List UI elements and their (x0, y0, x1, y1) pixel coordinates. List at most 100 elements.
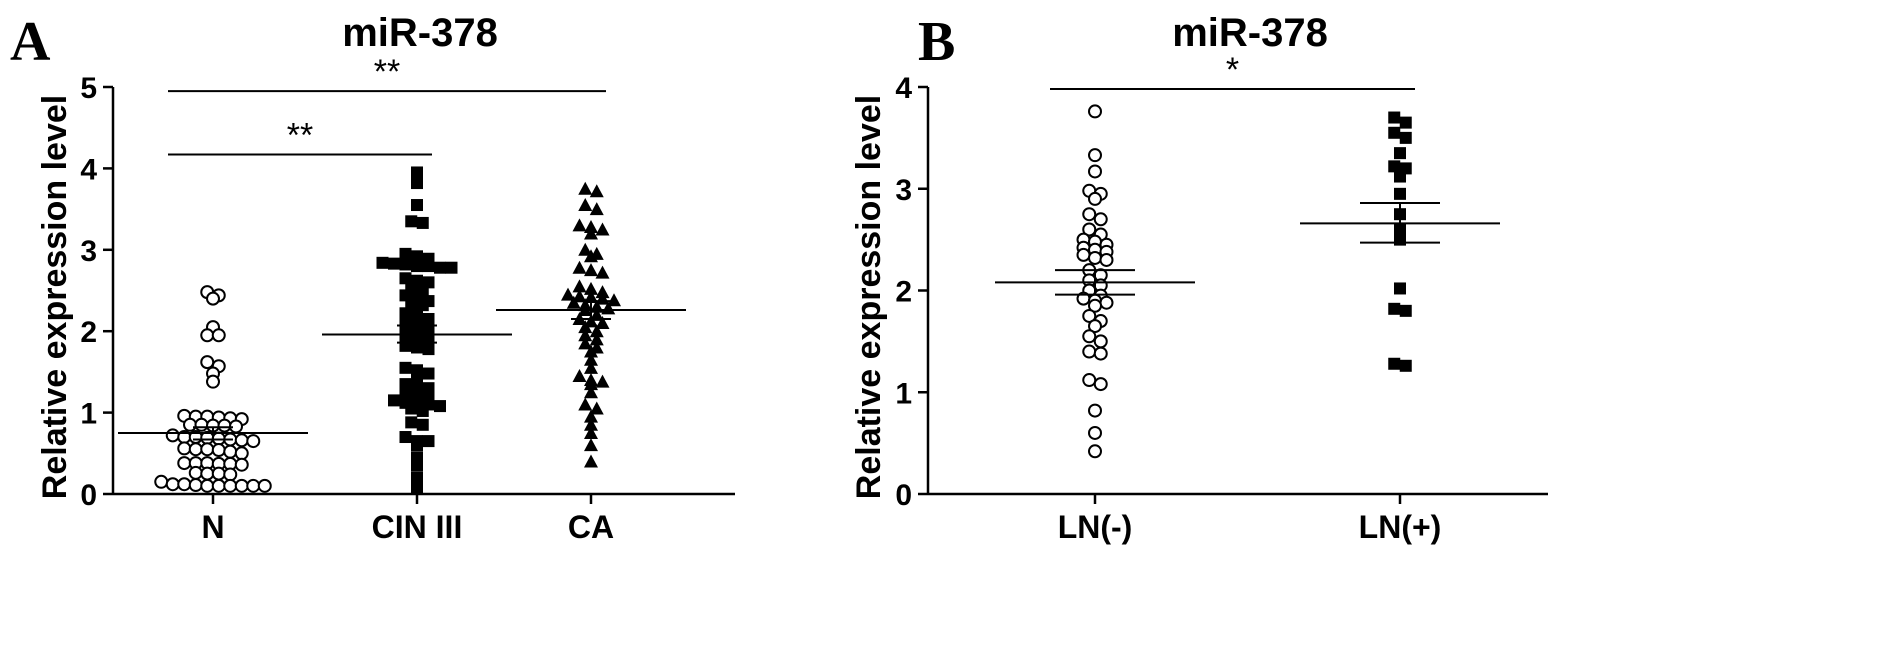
chart-a-ytick-label: 1 (80, 398, 97, 431)
chart-a-data-point (589, 332, 604, 346)
chart-a-significance-label: ** (287, 117, 313, 155)
chart-a-data-point (607, 293, 621, 307)
chart-a-data-point (572, 218, 587, 232)
chart-b-data-point (1394, 147, 1406, 160)
chart-a-data-point (223, 478, 238, 493)
chart-b-data-point (1088, 425, 1102, 440)
chart-a-data-point (422, 382, 435, 395)
chart-a-data-point (434, 400, 446, 413)
chart-a-data-point (211, 466, 226, 481)
chart-a-data-point (200, 442, 215, 457)
chart-b-data-point (1088, 444, 1102, 459)
chart-a-data-point (217, 418, 232, 433)
chart-a-data-point (422, 367, 435, 380)
chart-b-ylabel: Relative expression level (850, 95, 888, 499)
chart-b-ytick-label: 0 (895, 479, 912, 512)
chart-a-data-point (411, 459, 423, 472)
chart-a-data-point (388, 394, 400, 407)
chart-a-data-point (422, 260, 435, 273)
chart-a-data-point (234, 457, 249, 472)
chart-a-data-point (200, 466, 215, 481)
chart-a-data-point (200, 355, 215, 370)
chart-a-data-point (584, 352, 598, 366)
chart-a-data-point (188, 442, 203, 457)
chart-b-data-point (1093, 334, 1108, 349)
chart-a-data-point (165, 428, 180, 443)
chart-b-data-point (1099, 252, 1114, 267)
chart-a-data-point (584, 377, 598, 391)
chart-b-ytick-label: 4 (895, 72, 912, 105)
chart-b-data-point (1088, 191, 1102, 206)
chart-a-data-point (177, 477, 192, 492)
chart-a-category-label: CIN III (372, 509, 463, 545)
chart-b-data-point (1093, 346, 1108, 361)
chart-a-data-point (165, 477, 180, 492)
chart-b-data-point (1088, 403, 1102, 418)
chart-a-data-point (206, 374, 220, 389)
chart-a-data-point (572, 260, 587, 274)
chart-a-data-point (561, 287, 575, 301)
chart-a-data-point (405, 416, 418, 429)
chart-a-plot-area: 0 1 2 3 4 5 N CIN III CA ** ** (80, 53, 735, 545)
chart-a-data-point (376, 256, 389, 269)
chart-a-data-point (223, 467, 238, 482)
chart-a-data-point (589, 324, 604, 338)
chart-b-category-label: LN(+) (1359, 509, 1442, 545)
chart-a-data-point (595, 316, 610, 330)
chart-a-data-point (399, 272, 412, 285)
chart-a-data-point (211, 328, 226, 343)
chart-a-data-point (399, 431, 412, 444)
chart-a-data-point (578, 328, 593, 342)
chart-a-data-point (589, 401, 604, 415)
chart-b-data-point (1088, 298, 1102, 313)
chart-b-data-point (1088, 148, 1102, 163)
chart-b-data-point (1388, 111, 1401, 124)
chart-a-data-point (257, 478, 272, 493)
chart-b-data-point (1099, 295, 1114, 310)
chart-a-data-point (584, 409, 598, 423)
chart-a-data-point (211, 443, 226, 458)
chart-a-data-point (411, 471, 423, 484)
chart-a-data-point (422, 435, 435, 448)
chart-a-data-point (578, 181, 593, 195)
chart-a-data-point (572, 279, 587, 293)
panel-letter-a: A (10, 11, 51, 73)
chart-a-data-point (206, 291, 220, 306)
chart-a-data-point (234, 478, 249, 493)
chart-a-data-point (223, 444, 238, 459)
chart-a-significance-label: ** (374, 53, 400, 91)
chart-b-data-point (1088, 319, 1102, 334)
chart-a-data-point (584, 220, 598, 234)
chart-a-data-point (422, 276, 435, 289)
chart-a-data-point (584, 263, 598, 277)
chart-b-data-point (1093, 212, 1108, 227)
chart-b-title: miR-378 (1172, 11, 1328, 55)
chart-a-data-point (388, 257, 400, 270)
chart-a-data-point (399, 258, 412, 271)
chart-a-data-point (595, 265, 610, 279)
chart-b-ytick-label: 1 (895, 377, 912, 410)
chart-a-data-point (416, 418, 429, 431)
chart-a-data-point (399, 386, 412, 399)
chart-a-data-point (584, 360, 598, 374)
chart-a-data-point (589, 307, 604, 321)
chart-a-data-point (411, 260, 423, 273)
chart-a-data-point (200, 328, 215, 343)
chart-a-data-point (584, 226, 598, 240)
chart-b-data-point (1394, 187, 1406, 200)
chart-b-data-point (1088, 164, 1102, 179)
chart-a-data-point (584, 290, 598, 304)
chart-a-data-point (405, 402, 418, 415)
chart-a-data-point (589, 202, 604, 216)
chart-a-data-point (584, 454, 598, 468)
chart-a-data-point (416, 299, 429, 312)
chart-a-data-point (211, 478, 226, 493)
chart-a-data-point (566, 295, 581, 309)
chart-a-category-label: N (201, 509, 224, 545)
chart-a-data-point (416, 404, 429, 417)
chart-b-data-point (1399, 304, 1412, 317)
chart-a-data-point (234, 446, 249, 461)
chart-b-data-point (1388, 160, 1401, 173)
chart-b-data-point (1082, 344, 1097, 359)
chart-a-data-point (572, 289, 587, 303)
